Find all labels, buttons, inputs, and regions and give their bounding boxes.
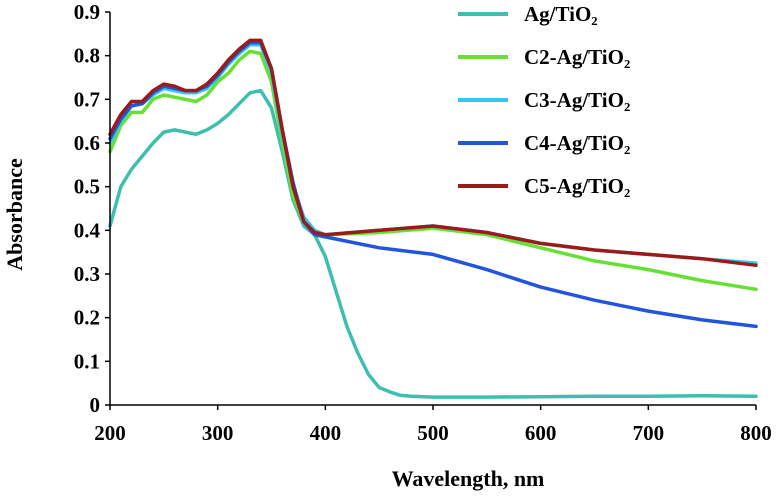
legend-label-3: C3-Ag/TiO₂: [524, 88, 630, 112]
y-tick-label: 0.3: [74, 262, 100, 286]
y-tick-label: 0.9: [74, 0, 100, 24]
x-tick-label: 700: [633, 421, 665, 445]
y-tick-label: 0.1: [74, 349, 100, 373]
y-tick-label: 0: [90, 393, 101, 417]
ticks: 0 0.1 0.2 0.3 0.4 0.5 0.6 0.7 0.8 0.9 200 300 400 500…: [74, 0, 772, 445]
x-tick-label: 800: [740, 421, 772, 445]
legend-label-5: C5-Ag/TiO₂: [524, 174, 630, 198]
series-line-1: [108, 88, 758, 399]
y-tick-label: 0.6: [74, 131, 100, 155]
legend: Ag/TiO₂ C2-Ag/TiO₂ C3-Ag/TiO₂ C4-Ag/TiO₂ C5-…: [458, 2, 630, 198]
y-tick-label: 0.2: [74, 306, 100, 330]
x-axis-title: Wavelength, nm: [392, 466, 545, 491]
x-tick-label: 200: [94, 421, 126, 445]
x-tick-label: 400: [310, 421, 342, 445]
y-axis-title: Absorbance: [2, 158, 27, 271]
legend-label-4: C4-Ag/TiO₂: [524, 131, 630, 155]
y-tick-label: 0.8: [74, 44, 100, 68]
x-tick-label: 500: [417, 421, 449, 445]
x-tick-label: 600: [525, 421, 557, 445]
x-tick-label: 300: [202, 421, 234, 445]
series-line-3: [108, 43, 758, 265]
axes: [109, 12, 756, 406]
series-line-5: [108, 38, 758, 268]
series-group: [108, 38, 758, 399]
legend-label-1: Ag/TiO₂: [524, 2, 598, 26]
y-tick-label: 0.5: [74, 175, 100, 199]
y-tick-label: 0.4: [74, 218, 101, 242]
y-tick-label: 0.7: [74, 87, 100, 111]
series-line-2: [108, 49, 758, 292]
legend-label-2: C2-Ag/TiO₂: [524, 45, 630, 69]
